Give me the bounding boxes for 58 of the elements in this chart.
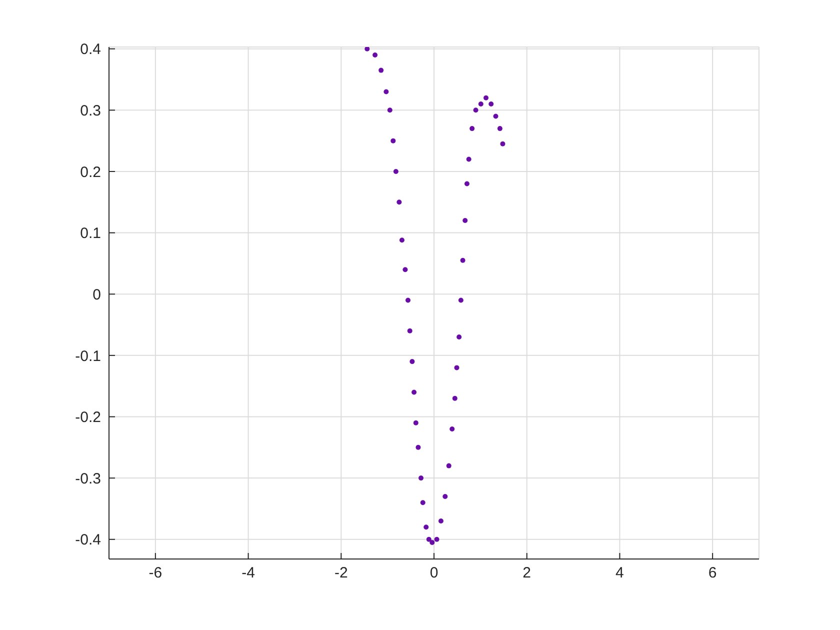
point bbox=[426, 536, 432, 542]
point bbox=[393, 168, 398, 174]
point bbox=[372, 52, 378, 58]
y-tick-label: 0.2 bbox=[80, 164, 101, 181]
x-tick-label: 2 bbox=[522, 564, 532, 582]
x-tick-label: -2 bbox=[334, 564, 348, 582]
point bbox=[434, 536, 440, 542]
point bbox=[456, 334, 462, 340]
y-tick-label: 0.3 bbox=[80, 102, 101, 120]
point bbox=[493, 114, 498, 119]
point bbox=[420, 500, 426, 506]
point bbox=[378, 68, 384, 73]
point bbox=[430, 540, 435, 545]
point bbox=[488, 102, 494, 107]
y-tick-label: 0.4 bbox=[80, 41, 101, 58]
x-tick-label: 6 bbox=[708, 564, 717, 582]
y-tick-label: 0.1 bbox=[80, 225, 101, 242]
y-tick-label: 0 bbox=[92, 286, 101, 304]
y-tick-label: -0.1 bbox=[75, 348, 101, 365]
point bbox=[413, 420, 418, 426]
point bbox=[464, 181, 470, 186]
point bbox=[454, 365, 460, 370]
point bbox=[399, 238, 404, 243]
point bbox=[416, 444, 421, 450]
point bbox=[497, 126, 502, 132]
point bbox=[500, 141, 506, 146]
point bbox=[478, 102, 484, 107]
point bbox=[458, 298, 464, 303]
x-tick-label: -6 bbox=[148, 564, 162, 582]
point bbox=[450, 426, 455, 432]
point bbox=[396, 200, 402, 205]
point bbox=[473, 108, 478, 113]
point bbox=[470, 126, 475, 132]
point bbox=[460, 258, 466, 263]
x-tick-label: -4 bbox=[242, 564, 255, 582]
point bbox=[364, 47, 370, 52]
y-tick-label: -0.2 bbox=[75, 409, 101, 426]
x-tick-label: 4 bbox=[616, 564, 624, 582]
point bbox=[438, 518, 444, 524]
y-tick-label: -0.4 bbox=[75, 532, 101, 549]
point bbox=[407, 328, 412, 334]
point bbox=[424, 524, 429, 530]
point bbox=[418, 476, 424, 481]
point bbox=[384, 89, 389, 94]
point bbox=[466, 156, 472, 162]
point bbox=[412, 390, 417, 395]
point bbox=[410, 359, 415, 364]
point bbox=[406, 298, 410, 303]
point bbox=[390, 138, 396, 144]
point bbox=[402, 267, 408, 272]
point bbox=[442, 494, 448, 499]
point bbox=[446, 463, 452, 468]
y-tick-label: -0.3 bbox=[75, 470, 101, 488]
point bbox=[387, 108, 392, 113]
point bbox=[462, 218, 468, 224]
point bbox=[452, 396, 458, 401]
point bbox=[484, 95, 488, 100]
x-tick-label: 0 bbox=[430, 564, 438, 582]
